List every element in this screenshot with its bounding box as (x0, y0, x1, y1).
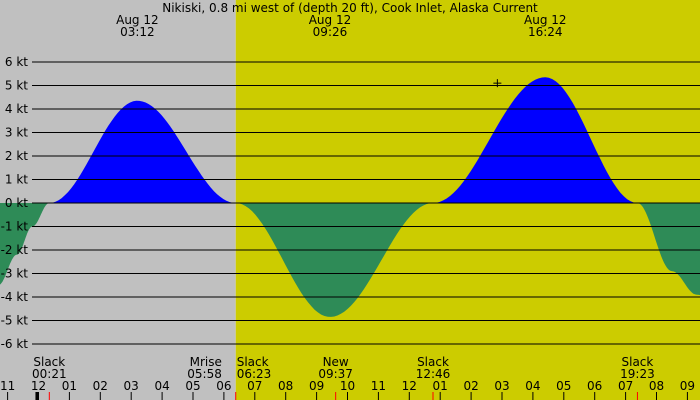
max-event-date-2: Aug 12 (524, 13, 567, 27)
x-tick-label-21: 08 (649, 379, 664, 393)
bottom-event-time-0: 00:21 (32, 367, 67, 381)
x-tick-label-22: 09 (680, 379, 695, 393)
x-tick-label-14: 01 (433, 379, 448, 393)
y-tick-label-10: -4 kt (1, 290, 29, 304)
bottom-event-time-3: 09:37 (318, 367, 353, 381)
x-tick-label-9: 08 (278, 379, 293, 393)
bottom-event-time-1: 05:58 (187, 367, 222, 381)
current-flood-area-3 (433, 77, 638, 203)
max-event-time-1: 09:26 (313, 25, 348, 39)
y-tick-label-1: 5 kt (5, 79, 28, 93)
x-tick-label-1: 12 (31, 379, 46, 393)
y-tick-label-11: -5 kt (1, 314, 29, 328)
bottom-event-label-3: New (323, 355, 349, 369)
max-event-date-0: Aug 12 (116, 13, 159, 27)
x-tick-label-12: 11 (371, 379, 386, 393)
x-tick-label-20: 07 (618, 379, 633, 393)
max-event-time-0: 03:12 (120, 25, 155, 39)
bottom-event-time-5: 19:23 (620, 367, 655, 381)
chart-title: Nikiski, 0.8 mi west of (depth 20 ft), C… (162, 1, 538, 15)
bottom-event-label-4: Slack (417, 355, 449, 369)
y-tick-label-5: 1 kt (5, 173, 28, 187)
current-ebb-area-0 (0, 203, 50, 285)
max-event-date-1: Aug 12 (309, 13, 352, 27)
x-tick-label-11: 10 (340, 379, 355, 393)
current-flood-area-1 (49, 100, 236, 203)
x-tick-label-5: 04 (154, 379, 169, 393)
bottom-event-time-4: 12:46 (416, 367, 451, 381)
bottom-event-label-0: Slack (33, 355, 65, 369)
x-tick-label-18: 05 (556, 379, 571, 393)
bottom-event-label-2: Slack (237, 355, 269, 369)
x-tick-label-0: 11 (0, 379, 15, 393)
y-tick-label-2: 4 kt (5, 102, 28, 116)
x-tick-label-17: 04 (525, 379, 540, 393)
x-tick-label-13: 12 (402, 379, 417, 393)
x-tick-label-6: 05 (185, 379, 200, 393)
current-ebb-area-2 (235, 203, 433, 317)
y-tick-label-9: -3 kt (1, 267, 29, 281)
bottom-event-label-1: Mrise (190, 355, 222, 369)
x-tick-label-7: 06 (216, 379, 231, 393)
y-tick-label-7: -1 kt (1, 220, 29, 234)
x-tick-label-19: 06 (587, 379, 602, 393)
x-tick-label-4: 03 (124, 379, 139, 393)
x-tick-label-15: 02 (463, 379, 478, 393)
y-tick-label-4: 2 kt (5, 149, 28, 163)
x-tick-label-10: 09 (309, 379, 324, 393)
y-tick-label-3: 3 kt (5, 126, 28, 140)
midnight-tick-0 (35, 392, 39, 400)
y-tick-label-8: -2 kt (1, 243, 29, 257)
x-tick-label-3: 02 (93, 379, 108, 393)
bottom-event-time-2: 06:23 (237, 367, 272, 381)
y-tick-label-0: 6 kt (5, 55, 28, 69)
x-tick-label-8: 07 (247, 379, 262, 393)
y-tick-label-12: -6 kt (1, 337, 29, 351)
x-tick-label-16: 03 (494, 379, 509, 393)
bottom-event-label-5: Slack (622, 355, 654, 369)
max-event-time-2: 16:24 (528, 25, 563, 39)
x-tick-label-2: 01 (62, 379, 77, 393)
y-tick-label-6: 0 kt (5, 196, 28, 210)
